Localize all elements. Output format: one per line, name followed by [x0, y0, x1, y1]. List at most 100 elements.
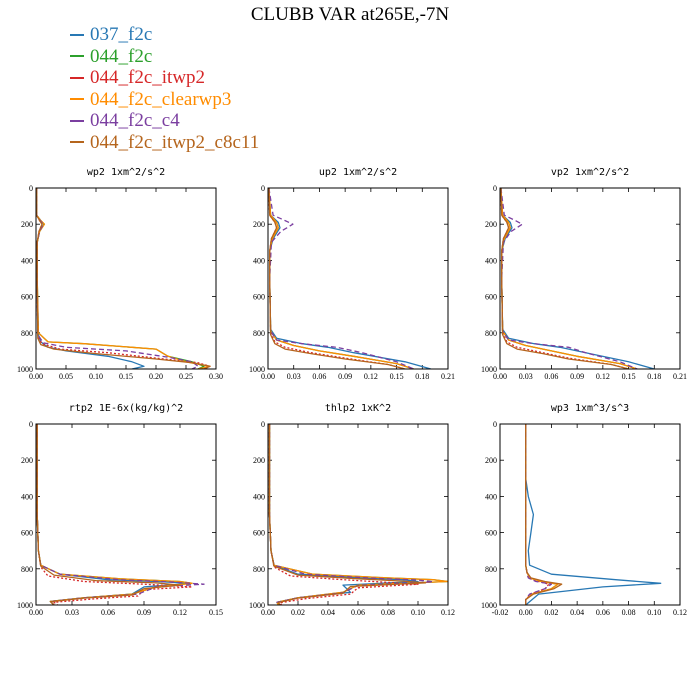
legend-item: 044_f2c: [70, 46, 259, 68]
series-line-044_f2c_itwp2_c8c11: [36, 424, 181, 605]
legend-item: 037_f2c: [70, 24, 259, 46]
series-line-044_f2c_itwp2_c8c11: [36, 188, 211, 369]
x-tick-label: 0.00: [261, 608, 275, 617]
x-tick-label: 0.18: [647, 372, 661, 381]
y-tick-label: 1000: [17, 601, 33, 610]
y-tick-label: 1000: [481, 601, 497, 610]
x-tick-label: 0.15: [119, 372, 133, 381]
x-tick-label: 0.08: [381, 608, 395, 617]
x-tick-label: 0.03: [287, 372, 301, 381]
x-tick-label: 0.00: [261, 372, 275, 381]
legend-swatch: [70, 141, 84, 144]
series-line-044_f2c_clearwp3: [36, 424, 193, 605]
series-group: [268, 424, 448, 605]
y-tick-label: 600: [253, 293, 265, 302]
y-tick-label: 0: [493, 184, 497, 193]
series-line-044_f2c_clearwp3: [36, 188, 211, 369]
y-tick-label: 0: [29, 184, 33, 193]
y-tick-label: 800: [21, 329, 33, 338]
x-tick-label: 0.15: [390, 372, 404, 381]
x-tick-label: 0.21: [673, 372, 687, 381]
panel-title: vp2 1xm^2/s^2: [551, 167, 629, 178]
x-tick-label: 0.06: [101, 608, 115, 617]
y-tick-label: 400: [21, 256, 33, 265]
series-line-044_f2c_itwp2: [268, 188, 406, 369]
legend-swatch: [70, 119, 84, 122]
y-tick-label: 600: [21, 529, 33, 538]
series-group: [36, 424, 205, 605]
x-tick-label: 0.02: [291, 608, 305, 617]
series-line-044_f2c_c4: [525, 424, 553, 605]
x-tick-label: 0.09: [137, 608, 151, 617]
x-tick-label: 0.12: [364, 372, 378, 381]
x-tick-label: 0.00: [519, 608, 533, 617]
legend-swatch: [70, 55, 84, 58]
x-tick-label: 0.04: [570, 608, 584, 617]
series-line-044_f2c_c4: [36, 188, 199, 369]
legend-label: 037_f2c: [90, 24, 153, 46]
series-group: [500, 188, 655, 369]
y-tick-label: 0: [493, 420, 497, 429]
x-tick-label: 0.05: [59, 372, 73, 381]
legend-label: 044_f2c_itwp2_c8c11: [90, 131, 260, 153]
series-line-044_f2c_itwp2: [268, 424, 419, 605]
y-tick-label: 600: [21, 293, 33, 302]
panel-title: wp2 1xm^2/s^2: [87, 167, 165, 178]
panel-title: thlp2 1xK^2: [325, 403, 391, 414]
y-tick-label: 600: [253, 529, 265, 538]
y-tick-label: 0: [29, 420, 33, 429]
y-tick-label: 800: [253, 565, 265, 574]
x-tick-label: 0.10: [647, 608, 661, 617]
legend-swatch: [70, 76, 84, 79]
y-tick-label: 1000: [249, 601, 265, 610]
plot-frame: [267, 423, 449, 606]
series-line-044_f2c_itwp2_c8c11: [500, 188, 629, 369]
panel-6: wp3 1xm^3/s^3 0 200 400 600 800 1000-0.02 0.00 0…: [481, 403, 687, 617]
series-group: [268, 188, 432, 369]
legend-item: 044_f2c_clearwp3: [70, 89, 259, 111]
x-tick-label: 0.12: [441, 608, 455, 617]
panel-title: wp3 1xm^3/s^3: [551, 403, 629, 414]
x-tick-label: 0.03: [65, 608, 79, 617]
legend-label: 044_f2c_clearwp3: [90, 88, 232, 110]
x-tick-label: 0.10: [411, 608, 425, 617]
y-tick-label: 200: [253, 456, 265, 465]
y-tick-label: 800: [485, 565, 497, 574]
series-line-044_f2c_itwp2: [36, 188, 211, 369]
series-line-044_f2c_itwp2_c8c11: [268, 424, 427, 605]
x-tick-label: 0.04: [321, 608, 335, 617]
series-group: [36, 188, 211, 369]
x-tick-label: 0.02: [544, 608, 558, 617]
y-tick-label: 0: [261, 420, 265, 429]
y-tick-label: 200: [485, 456, 497, 465]
series-line-037_f2c: [525, 424, 662, 605]
series-line-044_f2c_c4: [500, 188, 638, 369]
y-tick-label: 800: [21, 565, 33, 574]
x-tick-label: 0.00: [29, 372, 43, 381]
plot-frame: [35, 423, 217, 606]
series-line-044_f2c: [36, 188, 205, 369]
y-tick-label: 200: [21, 220, 33, 229]
plot-frame: [35, 187, 217, 370]
x-tick-label: 0.08: [622, 608, 636, 617]
panel-title: up2 1xm^2/s^2: [319, 167, 397, 178]
series-line-037_f2c: [500, 188, 655, 369]
x-tick-label: 0.12: [173, 608, 187, 617]
x-tick-label: 0.21: [441, 372, 455, 381]
panel-title: rtp2 1E-6x(kg/kg)^2: [69, 403, 183, 414]
y-tick-label: 800: [253, 329, 265, 338]
y-tick-label: 200: [21, 456, 33, 465]
legend: 037_f2c 044_f2c 044_f2c_itwp2 044_f2c_clear…: [70, 24, 259, 153]
plot-frame: [499, 423, 681, 606]
x-tick-label: 0.00: [493, 372, 507, 381]
x-tick-label: 0.06: [351, 608, 365, 617]
figure-title: CLUBB VAR at265E,-7N: [250, 4, 450, 25]
x-tick-label: 0.06: [544, 372, 558, 381]
plot-frame: [499, 187, 681, 370]
x-tick-label: 0.06: [596, 608, 610, 617]
x-tick-label: 0.12: [673, 608, 687, 617]
legend-label: 044_f2c_c4: [90, 110, 180, 132]
y-tick-label: 400: [485, 256, 497, 265]
